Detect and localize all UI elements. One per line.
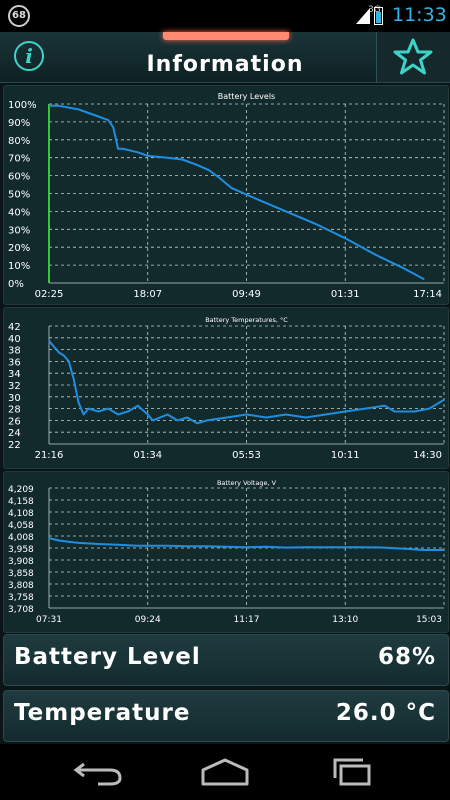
y-tick-label: 3,958 <box>8 545 34 555</box>
x-tick-label: 02:25 <box>35 289 64 300</box>
status-bar: 68 3G 11:33 <box>0 0 450 32</box>
status-clock: 11:33 <box>392 4 447 26</box>
battery-voltage-chart: Battery Voltage, V 4,209 4,158 4,108 4,058 4,… <box>8 479 445 625</box>
chart-title: Battery Levels <box>218 92 275 101</box>
battery-level-row: Battery Level 68% <box>3 634 449 686</box>
recent-apps-icon[interactable] <box>323 756 383 788</box>
x-tick-label: 14:30 <box>413 450 442 461</box>
y-tick-label: 60% <box>8 172 30 183</box>
back-arrow-icon[interactable] <box>70 756 130 788</box>
app-header: i Information <box>0 32 450 83</box>
x-tick-label: 10:11 <box>331 450 360 461</box>
y-tick-label: 38 <box>8 346 21 357</box>
y-tick-label: 40 <box>8 334 21 345</box>
x-tick-label: 15:03 <box>416 615 442 625</box>
battery-levels-chart: Battery Levels 100% 90% 80% 70% 60% 50% 40% 30% 2… <box>8 92 445 300</box>
info-icon[interactable]: i <box>14 41 44 71</box>
y-tick-label: 26 <box>8 416 21 427</box>
battery-level-label: Battery Level <box>14 644 201 670</box>
y-tick-label: 80% <box>8 136 30 147</box>
y-tick-label: 32 <box>8 381 21 392</box>
y-tick-label: 20% <box>8 243 30 254</box>
battery-level-value: 68% <box>377 644 436 670</box>
x-tick-label: 01:34 <box>133 450 162 461</box>
y-tick-label: 34 <box>8 369 21 380</box>
y-tick-label: 3,858 <box>8 569 34 579</box>
battery-icon <box>374 7 383 25</box>
temperature-row: Temperature 26.0 °C <box>3 690 449 742</box>
y-tick-label: 3,808 <box>8 581 34 591</box>
battery-temperature-panel: Battery Temperatures, °C 42 40 38 36 34 32 30 28… <box>3 307 449 469</box>
star-icon <box>393 38 433 75</box>
data-series-line <box>49 104 425 281</box>
temperature-label: Temperature <box>14 700 191 726</box>
header-accent-bar <box>163 32 289 40</box>
y-tick-label: 90% <box>8 118 30 129</box>
x-tick-label: 18:07 <box>133 289 162 300</box>
y-tick-label: 36 <box>8 357 21 368</box>
x-tick-label: 01:31 <box>331 289 360 300</box>
x-tick-label: 11:17 <box>234 615 260 625</box>
notification-badge: 68 <box>8 5 30 27</box>
navigation-bar <box>0 744 450 800</box>
y-tick-label: 22 <box>8 440 21 451</box>
y-tick-label: 10% <box>8 261 30 272</box>
battery-temperature-chart: Battery Temperatures, °C 4240383634323028… <box>8 316 445 461</box>
y-tick-label: 3,758 <box>8 593 34 603</box>
y-tick-label: 100% <box>8 100 37 111</box>
y-tick-label: 70% <box>8 154 30 165</box>
data-series-line <box>48 340 445 425</box>
x-tick-label: 05:53 <box>232 450 261 461</box>
favorite-button[interactable] <box>376 32 450 82</box>
x-tick-label: 09:24 <box>135 615 161 625</box>
signal-icon <box>356 8 370 24</box>
temperature-value: 26.0 °C <box>335 700 436 726</box>
y-tick-label: 3,908 <box>8 557 34 567</box>
y-tick-label: 42 <box>8 322 21 333</box>
y-tick-label: 50% <box>8 190 30 201</box>
battery-voltage-panel: Battery Voltage, V 4,209 4,158 4,108 4,058 4,… <box>3 471 449 633</box>
y-tick-label: 24 <box>8 428 21 439</box>
battery-levels-panel: Battery Levels 100% 90% 80% 70% 60% 50% 40% 30% 2… <box>3 85 449 305</box>
y-tick-label: 4,158 <box>8 497 34 507</box>
x-tick-label: 07:31 <box>36 615 62 625</box>
y-tick-label: 40% <box>8 207 30 218</box>
data-series-line <box>48 537 444 551</box>
x-tick-label: 09:49 <box>232 289 261 300</box>
y-tick-label: 28 <box>8 405 21 416</box>
chart-title: Battery Temperatures, °C <box>205 316 288 324</box>
chart-title: Battery Voltage, V <box>217 479 277 487</box>
y-tick-label: 4,008 <box>8 533 34 543</box>
y-tick-label: 3,708 <box>8 605 34 615</box>
x-tick-label: 17:14 <box>413 289 442 300</box>
y-tick-label: 0% <box>8 279 24 290</box>
home-icon[interactable] <box>195 756 255 788</box>
y-tick-label: 4,108 <box>8 509 34 519</box>
y-tick-label: 30 <box>8 393 21 404</box>
y-tick-label: 4,209 <box>8 485 34 495</box>
x-tick-label: 21:16 <box>35 450 64 461</box>
x-tick-label: 13:10 <box>332 615 358 625</box>
y-tick-label: 30% <box>8 225 30 236</box>
page-title: Information <box>146 52 304 77</box>
y-tick-label: 4,058 <box>8 521 34 531</box>
